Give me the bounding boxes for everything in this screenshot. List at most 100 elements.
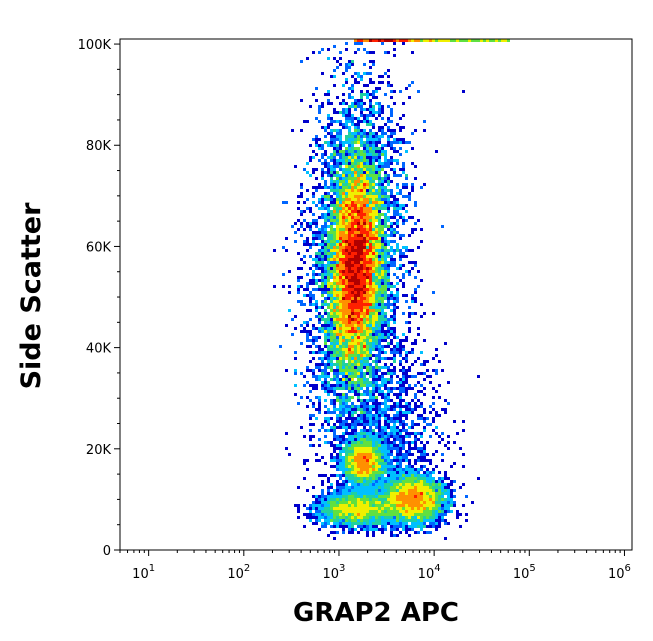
density-dot [369,135,372,138]
density-dot [387,480,390,483]
density-dot [357,255,360,258]
density-dot [324,522,327,525]
density-dot [411,249,414,252]
density-dot [354,480,357,483]
density-dot [405,378,408,381]
density-dot [417,492,420,495]
density-dot [333,315,336,318]
density-dot [330,315,333,318]
density-dot [405,459,408,462]
density-dot [396,207,399,210]
density-dot [402,378,405,381]
density-dot [399,369,402,372]
density-dot [384,456,387,459]
density-dot [423,339,426,342]
density-dot [387,297,390,300]
density-dot [333,345,336,348]
density-dot [423,120,426,123]
density-dot [396,159,399,162]
density-dot [405,255,408,258]
density-dot [345,282,348,285]
density-dot [309,399,312,402]
density-dot [390,39,393,42]
density-dot [363,273,366,276]
density-dot [396,420,399,423]
density-dot [420,519,423,522]
density-dot [348,126,351,129]
density-dot [348,378,351,381]
density-dot [396,486,399,489]
density-dot [336,279,339,282]
density-dot [324,384,327,387]
density-dot [378,414,381,417]
density-dot [351,105,354,108]
density-dot [414,339,417,342]
density-dot [381,519,384,522]
density-dot [351,150,354,153]
density-dot [363,147,366,150]
density-dot [369,456,372,459]
density-dot [420,240,423,243]
density-dot [351,474,354,477]
density-dot [378,492,381,495]
density-dot [327,171,330,174]
density-dot [366,51,369,54]
density-dot [369,252,372,255]
density-dot [399,471,402,474]
density-dot [333,378,336,381]
density-dot [339,249,342,252]
density-dot [378,474,381,477]
density-dot [348,372,351,375]
density-dot [327,315,330,318]
density-dot [393,522,396,525]
density-dot [378,426,381,429]
density-dot [354,510,357,513]
density-dot [354,438,357,441]
density-dot [312,192,315,195]
density-dot [309,513,312,516]
density-dot [294,384,297,387]
density-dot [357,297,360,300]
density-dot [393,210,396,213]
density-dot [399,420,402,423]
density-dot [348,357,351,360]
density-dot [393,393,396,396]
density-dot [327,294,330,297]
density-dot [426,423,429,426]
density-dot [390,297,393,300]
density-dot [378,327,381,330]
density-dot [420,528,423,531]
density-dot [396,39,399,42]
density-dot [402,207,405,210]
density-dot [324,213,327,216]
density-dot [354,123,357,126]
density-dot [336,219,339,222]
density-dot [405,183,408,186]
density-dot [375,426,378,429]
density-dot [423,483,426,486]
density-dot [381,192,384,195]
density-dot [321,267,324,270]
density-dot [372,219,375,222]
density-dot [375,177,378,180]
density-dot [339,369,342,372]
density-dot [417,390,420,393]
density-dot [306,381,309,384]
density-dot [375,486,378,489]
density-dot [306,516,309,519]
density-dot [402,252,405,255]
density-dot [315,300,318,303]
density-dot [333,435,336,438]
density-dot [393,252,396,255]
density-dot [396,474,399,477]
density-dot [381,207,384,210]
density-dot [357,39,360,42]
density-dot [417,468,420,471]
density-dot [381,222,384,225]
density-dot [378,432,381,435]
density-dot [426,375,429,378]
density-dot [459,447,462,450]
density-dot [384,189,387,192]
density-dot [390,399,393,402]
density-dot [324,519,327,522]
